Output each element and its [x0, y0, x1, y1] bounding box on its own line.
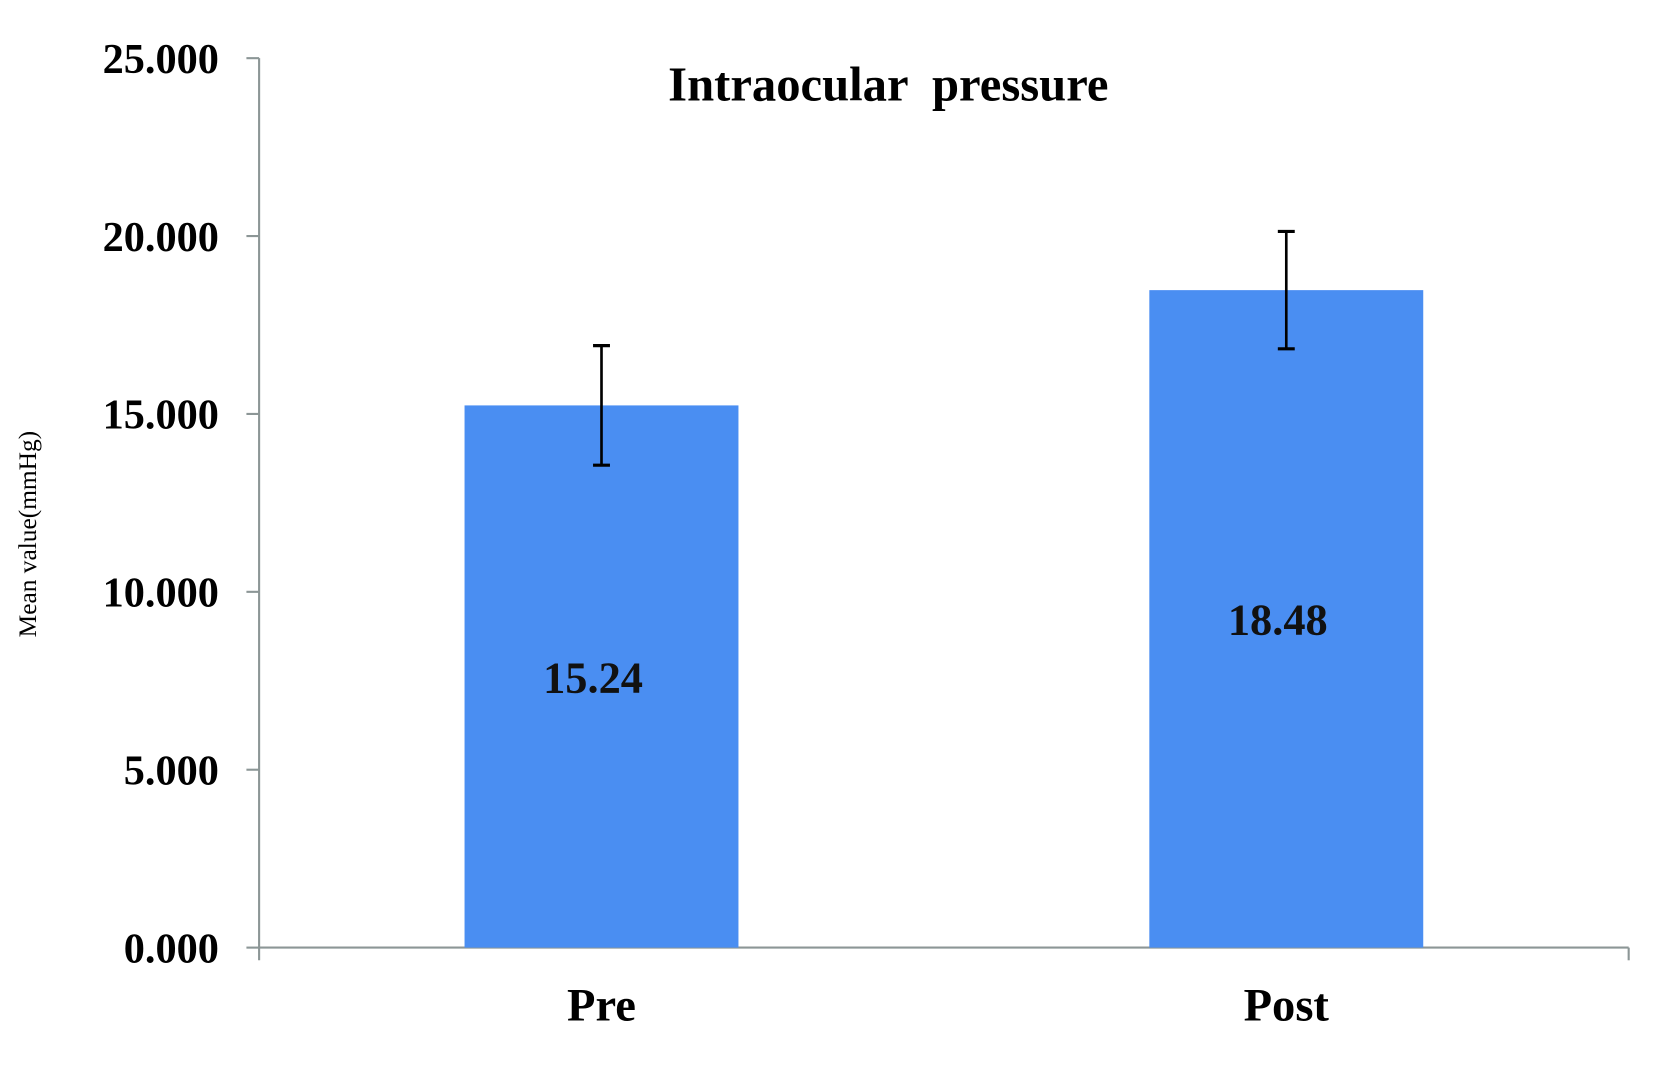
y-tick-label: 10.000 [103, 570, 219, 617]
y-tick-label: 15.000 [103, 392, 219, 439]
y-tick-label: 0.000 [124, 925, 219, 972]
x-tick-label: Pre [567, 981, 636, 1032]
chart-title: Intraocular pressure [668, 57, 1108, 111]
data-label: 15.24 [543, 652, 643, 702]
y-tick-label: 20.000 [103, 214, 219, 261]
y-axis-label: Mean value(mmHg) [14, 431, 42, 637]
y-tick-label: 5.000 [124, 748, 219, 795]
y-tick-label: 25.000 [103, 36, 219, 83]
x-tick-label: Post [1244, 981, 1330, 1032]
bar-post [1149, 290, 1424, 948]
data-label: 18.48 [1228, 595, 1328, 645]
bar-pre [464, 405, 739, 948]
